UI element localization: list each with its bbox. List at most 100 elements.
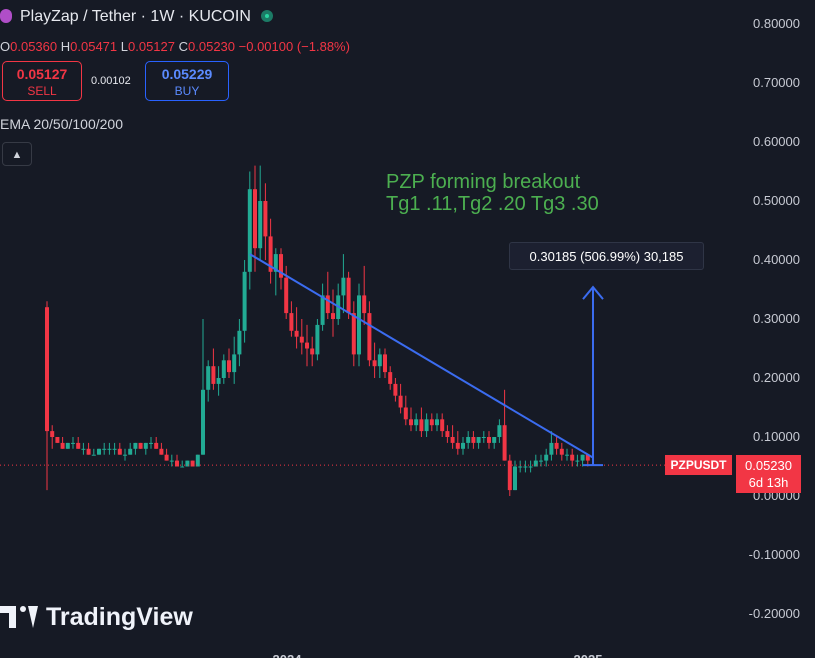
candle[interactable] xyxy=(377,348,382,379)
candle[interactable] xyxy=(445,425,450,443)
candle[interactable] xyxy=(154,437,159,449)
candle[interactable] xyxy=(258,165,263,260)
candle[interactable] xyxy=(544,448,549,467)
candle[interactable] xyxy=(268,218,273,284)
candle[interactable] xyxy=(76,437,81,449)
candle[interactable] xyxy=(81,442,86,455)
buy-button[interactable]: 0.05229 BUY xyxy=(145,61,229,101)
candle[interactable] xyxy=(195,454,200,467)
candle[interactable] xyxy=(211,348,216,390)
candle[interactable] xyxy=(237,319,242,367)
collapse-indicators-button[interactable]: ▲ xyxy=(2,142,32,166)
candle[interactable] xyxy=(107,442,112,455)
candle[interactable] xyxy=(476,437,481,449)
candle[interactable] xyxy=(164,448,169,461)
candle[interactable] xyxy=(331,289,335,337)
candle[interactable] xyxy=(455,431,460,455)
candle[interactable] xyxy=(539,454,543,467)
candle[interactable] xyxy=(91,448,96,456)
candle[interactable] xyxy=(133,442,138,455)
candle[interactable] xyxy=(580,454,585,467)
candle[interactable] xyxy=(393,378,398,402)
candle[interactable] xyxy=(409,407,413,432)
candle[interactable] xyxy=(487,431,491,449)
candle[interactable] xyxy=(549,431,554,461)
candle[interactable] xyxy=(253,165,257,272)
candle[interactable] xyxy=(60,437,65,449)
candle[interactable] xyxy=(320,283,325,331)
candle[interactable] xyxy=(294,307,299,349)
candle[interactable] xyxy=(466,431,471,449)
symbol-title[interactable]: PlayZap / Tether · 1W · KUCOIN xyxy=(20,8,251,25)
candle[interactable] xyxy=(497,419,502,443)
candle[interactable] xyxy=(414,413,419,432)
time-axis[interactable]: 2024 2025 xyxy=(273,652,603,658)
candle[interactable] xyxy=(263,183,268,260)
candle[interactable] xyxy=(372,342,377,378)
candle[interactable] xyxy=(325,271,330,319)
candle[interactable] xyxy=(128,442,133,455)
candle[interactable] xyxy=(575,454,580,467)
candle[interactable] xyxy=(398,383,403,414)
candle[interactable] xyxy=(481,431,486,443)
candle[interactable] xyxy=(351,301,356,367)
candle[interactable] xyxy=(533,454,538,467)
candle[interactable] xyxy=(435,413,439,432)
candle[interactable] xyxy=(429,413,434,432)
candle[interactable] xyxy=(492,437,497,449)
candle[interactable] xyxy=(86,442,91,455)
candle[interactable] xyxy=(175,454,179,467)
candle[interactable] xyxy=(117,442,122,455)
candle[interactable] xyxy=(206,360,211,402)
candle[interactable] xyxy=(55,437,60,443)
candle[interactable] xyxy=(346,271,351,319)
chart-annotation[interactable]: PZP forming breakout Tg1 .11,Tg2 .20 Tg3… xyxy=(386,171,599,215)
candle[interactable] xyxy=(138,442,143,449)
candle[interactable] xyxy=(169,454,174,467)
candle[interactable] xyxy=(315,319,320,361)
candle[interactable] xyxy=(221,354,226,384)
candle[interactable] xyxy=(502,389,507,461)
candle[interactable] xyxy=(559,442,564,461)
candle[interactable] xyxy=(357,283,361,367)
candle[interactable] xyxy=(513,460,517,491)
candle[interactable] xyxy=(341,254,346,314)
candle[interactable] xyxy=(388,366,393,390)
candle[interactable] xyxy=(440,413,445,437)
candle[interactable] xyxy=(336,283,341,325)
candle[interactable] xyxy=(523,460,528,473)
candle[interactable] xyxy=(570,448,575,467)
candle[interactable] xyxy=(310,336,315,367)
candle[interactable] xyxy=(149,437,153,449)
candle[interactable] xyxy=(528,460,533,473)
candle[interactable] xyxy=(123,448,127,461)
candle[interactable] xyxy=(45,301,49,491)
candle[interactable] xyxy=(367,301,372,367)
candle[interactable] xyxy=(50,425,55,449)
tradingview-logo[interactable]: TradingView xyxy=(0,603,193,632)
candle[interactable] xyxy=(71,437,75,449)
candle[interactable] xyxy=(383,348,387,379)
candle[interactable] xyxy=(201,319,205,455)
candle[interactable] xyxy=(279,248,283,290)
candle[interactable] xyxy=(507,454,512,496)
candle[interactable] xyxy=(242,260,247,343)
candle[interactable] xyxy=(97,448,101,455)
candle[interactable] xyxy=(450,425,455,449)
candle[interactable] xyxy=(65,442,70,449)
trendline[interactable] xyxy=(249,253,594,459)
candle[interactable] xyxy=(102,442,107,455)
candle[interactable] xyxy=(403,395,408,426)
candle[interactable] xyxy=(159,442,164,455)
candle[interactable] xyxy=(180,460,185,468)
candle[interactable] xyxy=(565,448,569,461)
candle[interactable] xyxy=(299,319,304,355)
candle[interactable] xyxy=(232,336,237,384)
candle[interactable] xyxy=(247,171,252,290)
candle[interactable] xyxy=(112,442,117,455)
candle[interactable] xyxy=(185,460,190,467)
candle[interactable] xyxy=(554,437,559,455)
measure-arrow[interactable] xyxy=(582,285,604,467)
candle[interactable] xyxy=(362,265,367,325)
